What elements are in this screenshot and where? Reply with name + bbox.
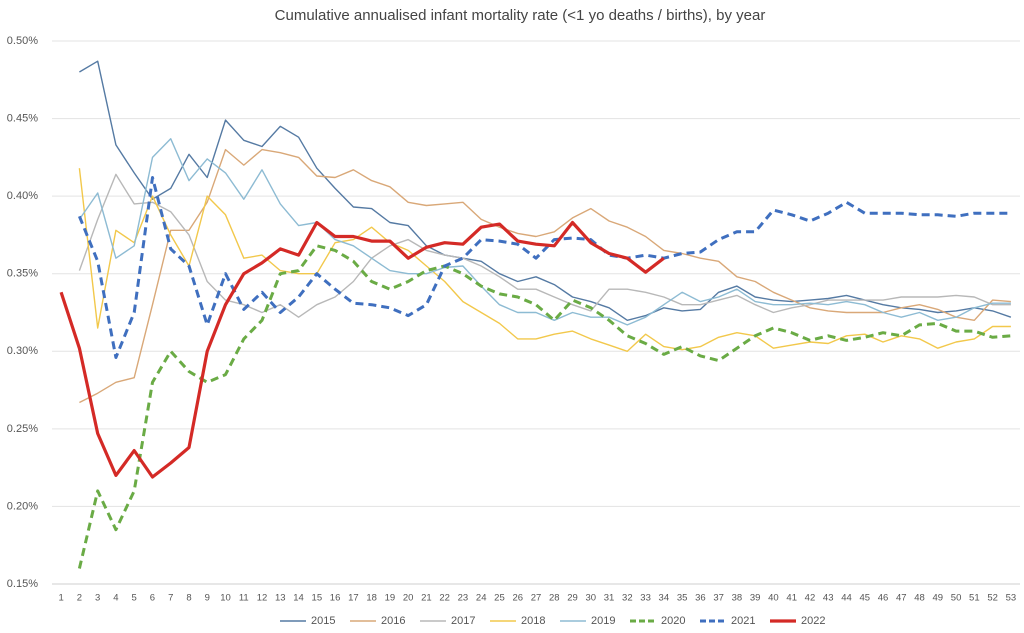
x-tick-label: 23 [458, 593, 469, 604]
legend-label: 2019 [591, 615, 615, 627]
y-tick-label: 0.20% [7, 500, 38, 512]
x-tick-label: 48 [914, 593, 925, 604]
legend-label: 2018 [521, 615, 545, 627]
x-tick-label: 45 [859, 593, 870, 604]
x-tick-label: 8 [186, 593, 191, 604]
y-tick-label: 0.25% [7, 423, 38, 435]
x-tick-label: 15 [312, 593, 323, 604]
x-tick-label: 28 [549, 593, 560, 604]
x-tick-label: 52 [987, 593, 998, 604]
series-line [77, 244, 1012, 569]
x-tick-label: 50 [951, 593, 962, 604]
y-tick-label: 0.45% [7, 112, 38, 124]
x-tick-label: 41 [786, 593, 797, 604]
x-tick-label: 53 [1006, 593, 1017, 604]
x-tick-label: 20 [403, 593, 414, 604]
x-tick-label: 19 [385, 593, 396, 604]
x-tick-label: 32 [622, 593, 633, 604]
legend-label: 2015 [311, 615, 335, 627]
y-tick-label: 0.40% [7, 190, 38, 202]
x-tick-label: 11 [239, 593, 249, 604]
x-tick-label: 16 [330, 593, 341, 604]
x-tick-label: 43 [823, 593, 834, 604]
x-tick-label: 22 [439, 593, 450, 604]
x-tick-label: 14 [293, 593, 304, 604]
x-tick-label: 6 [150, 593, 155, 604]
x-tick-label: 46 [878, 593, 889, 604]
legend-label: 2017 [451, 615, 475, 627]
x-tick-label: 47 [896, 593, 907, 604]
x-tick-label: 18 [366, 593, 377, 604]
x-tick-label: 37 [713, 593, 724, 604]
series-line [78, 173, 1011, 318]
x-tick-label: 36 [695, 593, 706, 604]
y-tick-label: 0.35% [7, 268, 38, 280]
series-line [78, 138, 1011, 326]
x-tick-label: 21 [421, 593, 432, 604]
x-tick-label: 42 [805, 593, 816, 604]
x-tick-label: 44 [841, 593, 852, 604]
x-tick-label: 26 [512, 593, 523, 604]
x-tick-label: 39 [750, 593, 761, 604]
series-line [78, 168, 1011, 352]
legend-label: 2020 [661, 615, 685, 627]
x-tick-label: 2 [77, 593, 82, 604]
x-tick-label: 25 [494, 593, 505, 604]
x-tick-label: 31 [604, 593, 615, 604]
x-tick-label: 17 [348, 593, 359, 604]
chart-title: Cumulative annualised infant mortality r… [275, 7, 766, 24]
x-tick-label: 1 [58, 593, 63, 604]
series-line [79, 148, 1011, 404]
x-tick-label: 38 [732, 593, 743, 604]
x-tick-label: 10 [220, 593, 231, 604]
legend-label: 2021 [731, 615, 755, 627]
x-tick-label: 12 [257, 593, 268, 604]
legend-label: 2022 [801, 615, 825, 627]
y-tick-label: 0.30% [7, 345, 38, 357]
x-tick-label: 29 [567, 593, 578, 604]
x-tick-label: 34 [659, 593, 670, 604]
x-tick-label: 27 [531, 593, 542, 604]
x-tick-label: 35 [677, 593, 688, 604]
x-tick-label: 3 [95, 593, 100, 604]
x-tick-label: 33 [640, 593, 651, 604]
x-tick-label: 40 [768, 593, 779, 604]
x-tick-label: 30 [586, 593, 597, 604]
x-tick-label: 9 [205, 593, 210, 604]
series-line [79, 60, 1012, 321]
legend-label: 2016 [381, 615, 405, 627]
x-tick-label: 24 [476, 593, 487, 604]
y-tick-label: 0.15% [7, 578, 38, 590]
x-tick-label: 51 [969, 593, 980, 604]
y-tick-label: 0.50% [7, 35, 38, 47]
series-line [78, 176, 1011, 359]
x-tick-label: 7 [168, 593, 173, 604]
x-tick-label: 5 [132, 593, 137, 604]
series-line [59, 220, 665, 479]
x-tick-label: 49 [933, 593, 944, 604]
x-tick-label: 13 [275, 593, 286, 604]
x-tick-label: 4 [113, 593, 118, 604]
